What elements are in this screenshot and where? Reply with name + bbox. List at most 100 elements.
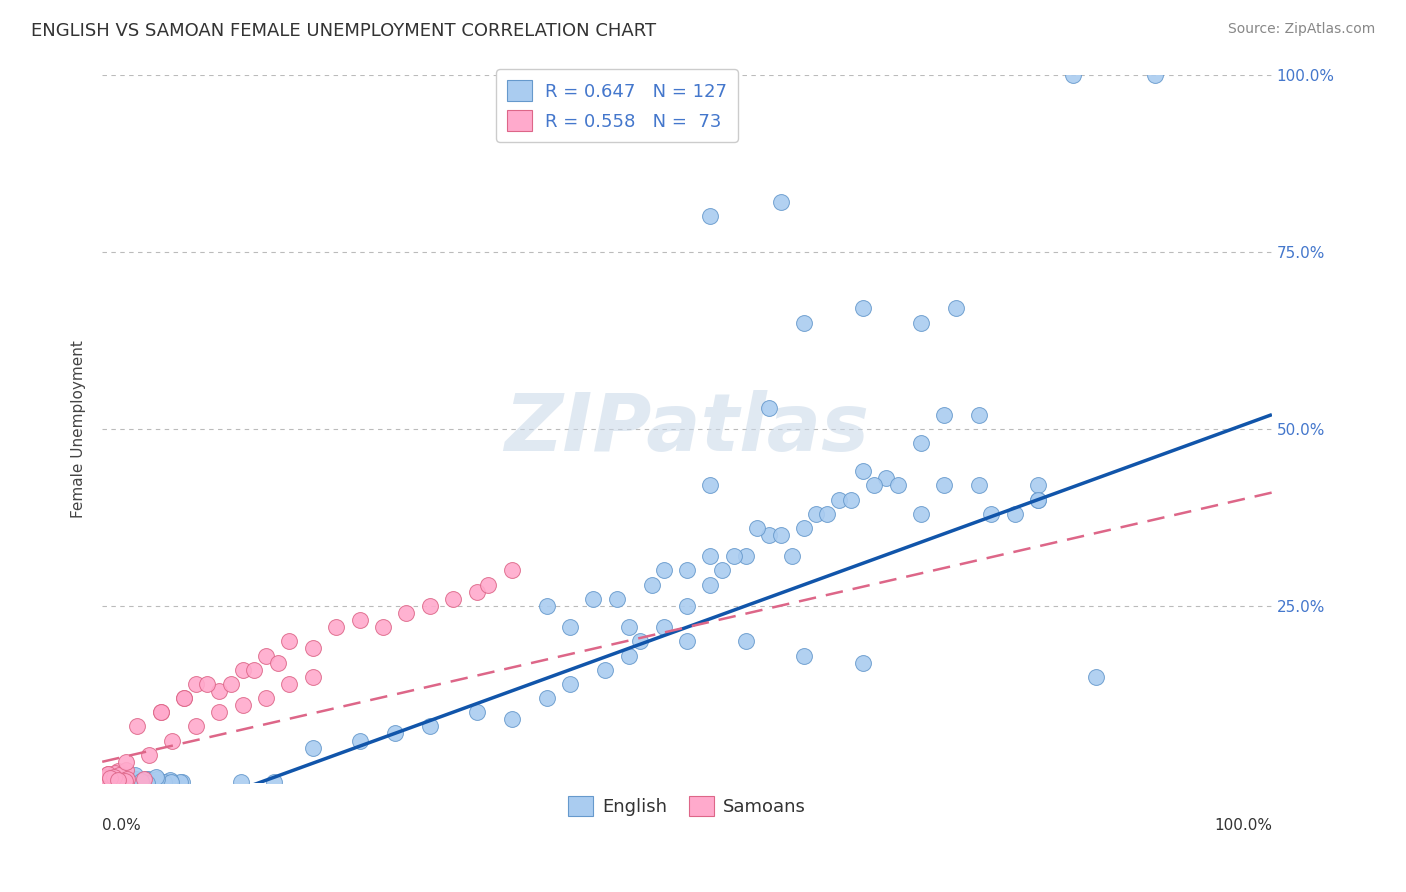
Point xyxy=(149,705,172,719)
Point xyxy=(93,770,115,784)
Point xyxy=(112,774,135,789)
Point xyxy=(606,591,628,606)
Point xyxy=(278,677,301,691)
Point xyxy=(910,507,932,521)
Point xyxy=(232,663,254,677)
Point xyxy=(851,656,873,670)
Point xyxy=(94,775,117,789)
Point xyxy=(325,620,347,634)
Point xyxy=(136,776,159,790)
Point xyxy=(617,648,640,663)
Point xyxy=(945,301,967,316)
Point xyxy=(111,775,134,789)
Point xyxy=(124,776,146,790)
Point xyxy=(93,773,115,788)
Point xyxy=(135,772,157,786)
Point xyxy=(863,478,886,492)
Point xyxy=(91,773,114,788)
Point xyxy=(100,772,122,786)
Point xyxy=(828,492,851,507)
Point xyxy=(107,773,129,788)
Point xyxy=(114,763,136,777)
Point xyxy=(465,584,488,599)
Point xyxy=(114,774,136,789)
Point xyxy=(699,577,721,591)
Legend: English, Samoans: English, Samoans xyxy=(561,789,813,823)
Point xyxy=(101,774,124,789)
Point xyxy=(1085,670,1108,684)
Point xyxy=(121,771,143,785)
Point xyxy=(112,771,135,785)
Point xyxy=(699,209,721,223)
Point xyxy=(208,684,231,698)
Point xyxy=(384,726,406,740)
Point xyxy=(419,719,441,733)
Point xyxy=(129,776,152,790)
Point xyxy=(536,599,558,613)
Point xyxy=(1026,478,1049,492)
Point xyxy=(131,774,153,789)
Point xyxy=(734,549,756,564)
Point xyxy=(91,772,114,786)
Point xyxy=(793,521,815,535)
Point xyxy=(593,663,616,677)
Text: ENGLISH VS SAMOAN FEMALE UNEMPLOYMENT CORRELATION CHART: ENGLISH VS SAMOAN FEMALE UNEMPLOYMENT CO… xyxy=(31,22,657,40)
Text: ZIPatlas: ZIPatlas xyxy=(505,390,869,467)
Point xyxy=(101,775,124,789)
Point xyxy=(266,656,288,670)
Point xyxy=(148,775,170,789)
Text: Source: ZipAtlas.com: Source: ZipAtlas.com xyxy=(1227,22,1375,37)
Point xyxy=(104,771,127,785)
Point xyxy=(839,492,862,507)
Point xyxy=(349,613,371,627)
Point xyxy=(107,768,129,782)
Point xyxy=(699,549,721,564)
Point xyxy=(145,775,167,789)
Point xyxy=(100,774,122,789)
Point xyxy=(108,775,131,789)
Point xyxy=(112,775,135,789)
Point xyxy=(1143,68,1166,82)
Point xyxy=(91,772,114,787)
Y-axis label: Female Unemployment: Female Unemployment xyxy=(72,340,86,517)
Point xyxy=(1026,492,1049,507)
Text: 0.0%: 0.0% xyxy=(103,819,141,833)
Point xyxy=(641,577,664,591)
Point xyxy=(263,775,285,789)
Point xyxy=(875,471,897,485)
Point xyxy=(152,774,174,789)
Point xyxy=(793,316,815,330)
Point xyxy=(441,591,464,606)
Point xyxy=(112,776,135,790)
Point xyxy=(769,528,792,542)
Point xyxy=(114,773,136,788)
Point xyxy=(723,549,745,564)
Point xyxy=(501,712,523,726)
Point xyxy=(132,772,155,787)
Point xyxy=(910,316,932,330)
Point xyxy=(349,733,371,747)
Point xyxy=(558,677,581,691)
Point xyxy=(98,771,121,785)
Point xyxy=(184,719,207,733)
Point xyxy=(138,773,160,788)
Point xyxy=(910,436,932,450)
Point xyxy=(104,766,127,780)
Point xyxy=(173,691,195,706)
Point xyxy=(112,775,135,789)
Point xyxy=(652,620,675,634)
Point xyxy=(747,521,769,535)
Point xyxy=(793,648,815,663)
Point xyxy=(153,774,176,789)
Point xyxy=(886,478,908,492)
Point xyxy=(934,408,956,422)
Point xyxy=(127,719,149,733)
Point xyxy=(159,773,181,788)
Point xyxy=(184,677,207,691)
Point xyxy=(145,770,167,784)
Point xyxy=(107,775,129,789)
Point xyxy=(197,677,219,691)
Point xyxy=(980,507,1002,521)
Point xyxy=(934,478,956,492)
Point xyxy=(711,564,734,578)
